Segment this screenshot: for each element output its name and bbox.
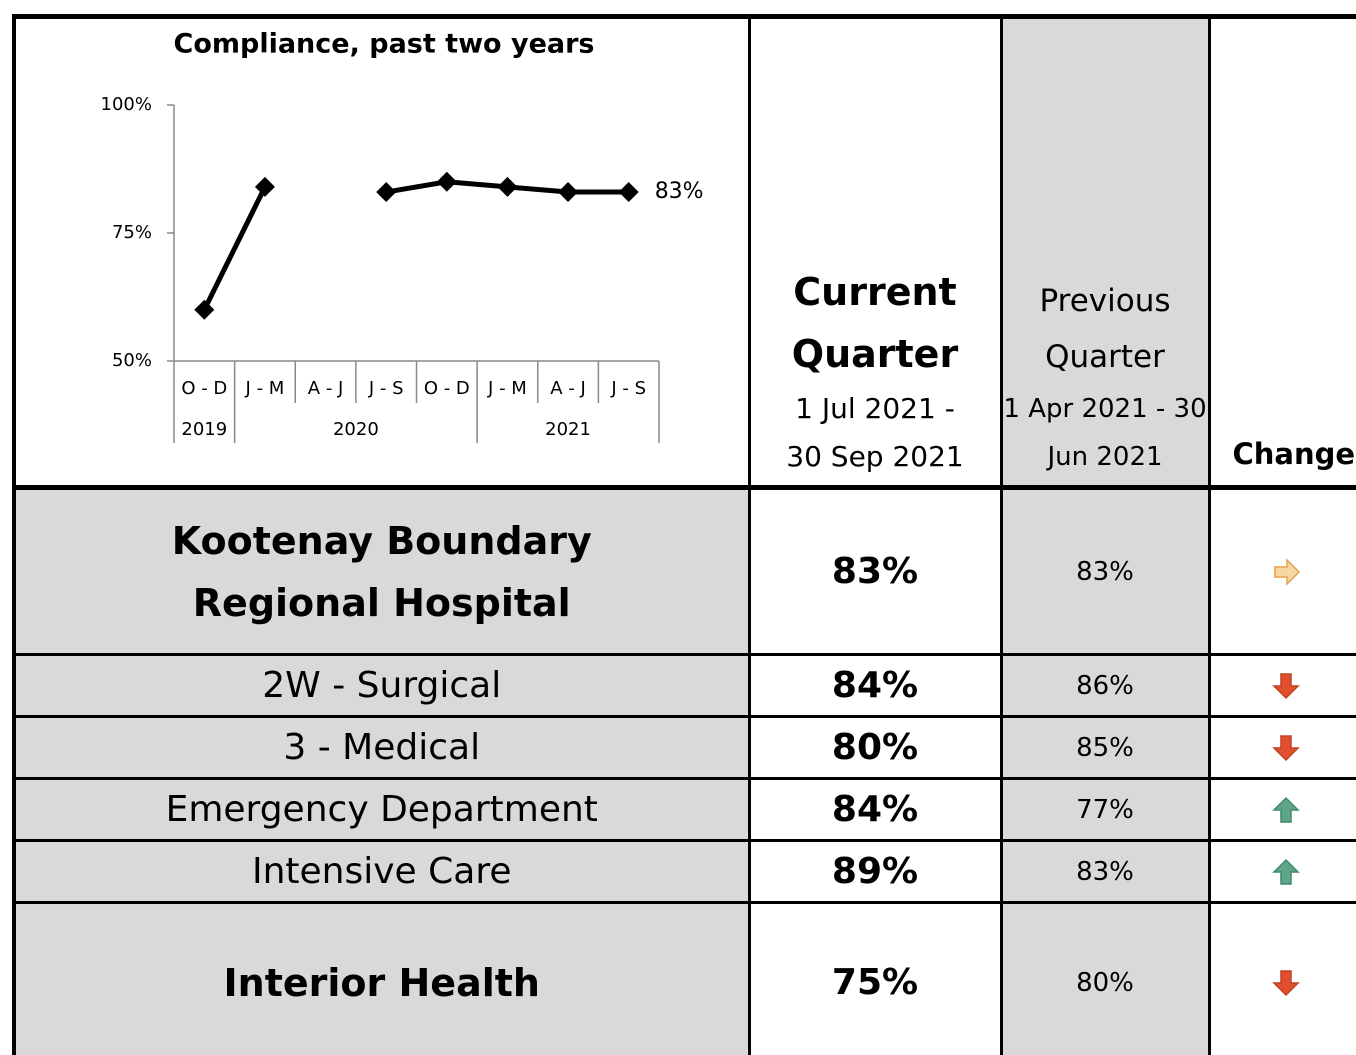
table-row: 2W - Surgical 84% 86% [12, 653, 1356, 718]
current-value: 84% [747, 653, 1003, 718]
year-label: 2020 [333, 419, 379, 440]
y-tick-label: 75% [112, 222, 152, 243]
arrow-shape [1271, 858, 1300, 885]
current-value: 75% [747, 901, 1003, 1055]
current-value: 80% [747, 715, 1003, 780]
row-name: 2W - Surgical [12, 653, 751, 718]
compliance-table: Compliance, past two years 50% 75% 100% O -… [12, 14, 1356, 1055]
change-cell [1207, 486, 1356, 656]
x-tick-label: J - M [245, 378, 285, 399]
point-marker [436, 171, 457, 192]
point-marker [194, 299, 215, 320]
arrow-shape [1271, 796, 1300, 823]
y-tick-label: 100% [101, 94, 152, 115]
row-name: Emergency Department [12, 777, 751, 842]
current-value: 83% [747, 486, 1003, 656]
arrow-shape [1271, 969, 1300, 996]
x-tick-label: O - D [181, 378, 227, 399]
change-arrow [1273, 557, 1300, 586]
chart-cell: Compliance, past two years 50% 75% 100% O -… [12, 14, 751, 490]
point-marker [618, 182, 639, 203]
year-label: 2021 [545, 419, 591, 440]
row-name: 3 - Medical [12, 715, 751, 780]
arrow-shape [1271, 734, 1300, 761]
data-label: 83% [655, 179, 704, 204]
row-name: Interior Health [12, 901, 751, 1055]
change-header: Change [1207, 14, 1356, 490]
chart-title: Compliance, past two years [174, 29, 595, 60]
chart: Compliance, past two years 50% 75% 100% O -… [101, 29, 704, 443]
current-dates: 1 Jul 2021 - 30 Sep 2021 [786, 392, 964, 473]
arrow-shape [1273, 557, 1300, 586]
table-row: Emergency Department 84% 77% [12, 777, 1356, 842]
previous-value: 83% [999, 486, 1211, 656]
x-tick-label: J - M [487, 378, 527, 399]
point-marker [497, 176, 518, 197]
header-row: Compliance, past two years 50% 75% 100% O -… [12, 14, 1356, 490]
previous-value: 77% [999, 777, 1211, 842]
change-title: Change [1232, 437, 1356, 471]
x-tick-label: A - J [308, 378, 344, 399]
change-cell [1207, 715, 1356, 780]
point-marker [254, 176, 275, 197]
previous-title: Previous Quarter [1039, 283, 1171, 375]
change-cell [1207, 777, 1356, 842]
change-arrow [1271, 796, 1300, 823]
previous-value: 86% [999, 653, 1211, 718]
current-value: 84% [747, 777, 1003, 842]
x-tick-label: A - J [550, 378, 586, 399]
series-line [202, 179, 629, 311]
x-tick-label: J - S [610, 378, 646, 399]
y-tick-label: 50% [112, 350, 152, 371]
change-cell [1207, 839, 1356, 904]
change-arrow [1271, 969, 1300, 996]
point-marker [376, 182, 397, 203]
current-title: Current Quarter [791, 270, 959, 376]
table-row: Kootenay Boundary Regional Hospital 83% 83… [12, 486, 1356, 656]
current-header: Current Quarter 1 Jul 2021 - 30 Sep 2021 [747, 14, 1003, 490]
change-arrow [1271, 734, 1300, 761]
table-row: 3 - Medical 80% 85% [12, 715, 1356, 780]
year-label: 2019 [181, 419, 227, 440]
previous-value: 80% [999, 901, 1211, 1055]
point-marker [558, 182, 579, 203]
previous-header: Previous Quarter 1 Apr 2021 - 30 Jun 2021 [999, 14, 1211, 490]
table-body: Compliance, past two years 50% 75% 100% O -… [12, 14, 1356, 1055]
change-arrow [1271, 672, 1300, 699]
change-arrow [1271, 858, 1300, 885]
change-cell [1207, 901, 1356, 1055]
change-cell [1207, 653, 1356, 718]
current-value: 89% [747, 839, 1003, 904]
row-name: Intensive Care [12, 839, 751, 904]
table-row: Intensive Care 89% 83% [12, 839, 1356, 904]
previous-value: 83% [999, 839, 1211, 904]
table-row: Interior Health 75% 80% [12, 901, 1356, 1055]
row-name: Kootenay Boundary Regional Hospital [12, 486, 751, 656]
arrow-shape [1271, 672, 1300, 699]
x-tick-label: O - D [424, 378, 470, 399]
previous-value: 85% [999, 715, 1211, 780]
x-tick-label: J - S [368, 378, 404, 399]
previous-dates: 1 Apr 2021 - 30 Jun 2021 [1003, 394, 1207, 472]
